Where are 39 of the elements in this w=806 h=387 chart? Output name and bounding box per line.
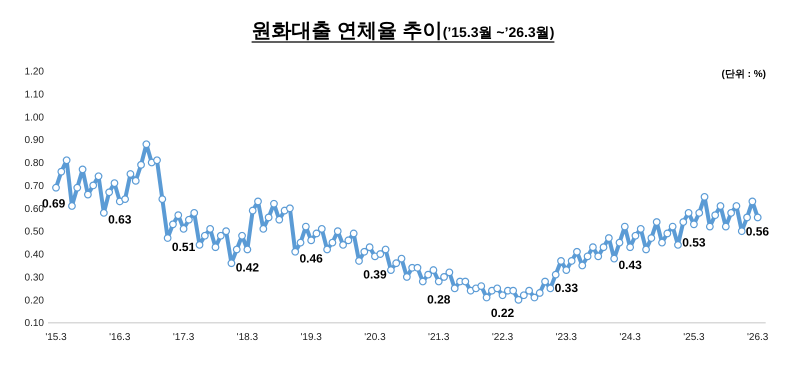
x-tick-label: '21.3 (428, 332, 450, 343)
data-label: 0.33 (554, 281, 578, 296)
data-label: 0.53 (682, 235, 706, 250)
x-tick-label: '24.3 (619, 332, 642, 343)
data-label: 0.69 (42, 196, 66, 211)
y-tick-label: 0.90 (24, 135, 44, 146)
data-label: 0.56 (746, 224, 770, 238)
x-tick-label: '22.3 (492, 332, 514, 343)
x-tick-label: '19.3 (300, 332, 322, 343)
data-label: 0.43 (618, 258, 642, 272)
data-label: 0.42 (236, 260, 260, 274)
data-label: 0.22 (490, 306, 515, 320)
x-tick-label: '25.3 (683, 332, 706, 343)
x-tick-label: '15.3 (45, 332, 68, 343)
chart-subtitle: (’15.3월 ~’26.3월) (442, 24, 554, 40)
y-tick-label: 0.30 (24, 272, 44, 284)
y-tick-label: 0.40 (24, 250, 44, 261)
x-tick-label: '23.3 (556, 332, 578, 343)
data-label: 0.28 (427, 292, 451, 307)
x-tick-label: '18.3 (236, 332, 258, 343)
data-label: 0.46 (299, 251, 324, 266)
x-tick-label: '26.3 (747, 332, 769, 343)
y-tick-label: 1.10 (24, 89, 44, 100)
y-tick-label: 1.20 (24, 66, 44, 78)
x-tick-label: '20.3 (364, 332, 386, 343)
chart-title: 원화대출 연체율 추이 (252, 20, 443, 42)
title: 원화대출 연체율 추이(’15.3월 ~’26.3월) (252, 20, 554, 43)
data-label: 0.39 (363, 267, 387, 282)
data-label: 0.63 (108, 212, 132, 226)
x-tick-label: '16.3 (109, 332, 131, 343)
y-tick-label: 0.80 (24, 158, 44, 170)
data-label: 0.51 (172, 240, 196, 254)
y-tick-label: 0.50 (24, 226, 44, 238)
y-tick-label: 1.00 (24, 112, 44, 124)
y-tick-label: 0.10 (24, 318, 44, 330)
x-tick-label: '17.3 (172, 332, 195, 343)
y-tick-label: 0.20 (24, 295, 44, 306)
y-tick-label: 0.70 (24, 180, 44, 192)
annotation: (단위 : %) (722, 69, 766, 80)
